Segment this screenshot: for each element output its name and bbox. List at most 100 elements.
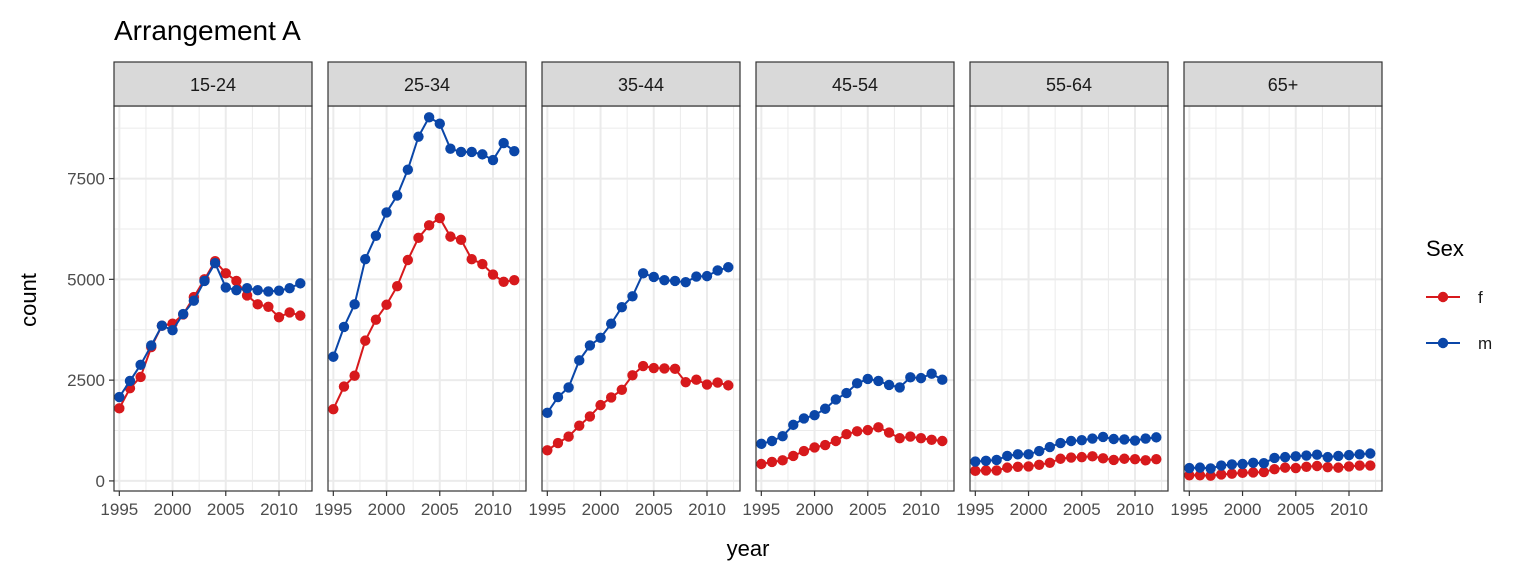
data-point-f <box>445 231 456 242</box>
data-point-m <box>584 340 596 351</box>
data-point-m <box>926 368 937 379</box>
data-point-f <box>830 435 842 447</box>
data-point-m <box>723 262 734 273</box>
data-point-f <box>723 380 734 391</box>
data-point-f <box>1184 470 1195 481</box>
data-point-m <box>1354 449 1365 460</box>
data-point-m <box>873 375 884 387</box>
data-point-m <box>1087 433 1098 444</box>
data-point-m <box>263 286 274 297</box>
data-point-f <box>487 269 499 280</box>
data-point-m <box>862 373 873 385</box>
data-point-f <box>1247 467 1259 478</box>
data-point-f <box>402 254 414 266</box>
data-point-f <box>1055 453 1066 464</box>
data-point-f <box>1097 453 1109 464</box>
data-point-f <box>1140 455 1151 466</box>
x-tick-label: 2010 <box>474 500 512 519</box>
data-point-f <box>788 450 799 462</box>
data-point-m <box>487 154 499 166</box>
data-point-f <box>926 434 937 446</box>
data-point-m <box>1108 433 1119 445</box>
data-point-m <box>1269 452 1280 464</box>
x-tick-label: 2000 <box>796 500 834 519</box>
data-point-f <box>669 363 681 375</box>
data-point-m <box>1151 432 1162 443</box>
data-point-m <box>188 295 200 306</box>
data-point-m <box>627 291 638 302</box>
x-tick-label: 1995 <box>956 500 994 519</box>
data-point-m <box>937 374 948 385</box>
data-point-f <box>1194 470 1206 481</box>
data-point-f <box>455 234 467 246</box>
data-point-f <box>1258 466 1270 478</box>
data-point-m <box>1194 462 1206 473</box>
legend-title: Sex <box>1426 236 1464 261</box>
x-tick-label: 1995 <box>742 500 780 519</box>
x-axis-title: year <box>727 536 770 561</box>
data-point-m <box>455 146 467 158</box>
data-point-m <box>841 387 852 399</box>
data-point-m <box>894 382 905 393</box>
data-point-f <box>1237 467 1248 479</box>
y-tick-label: 0 <box>96 472 105 491</box>
data-point-m <box>209 258 221 269</box>
data-point-f <box>338 381 350 392</box>
data-point-f <box>584 411 596 422</box>
data-point-m <box>1237 458 1248 470</box>
data-point-f <box>616 384 628 396</box>
facet-strip-label: 65+ <box>1268 75 1299 95</box>
facet-panel-6: 65+ 1995 2000 2005 2010 <box>1170 61 1383 519</box>
data-point-m <box>1290 451 1301 462</box>
facet-strip <box>1183 61 1383 107</box>
data-point-f <box>659 363 670 374</box>
legend-key-point <box>1437 291 1449 303</box>
data-point-m <box>1044 441 1056 453</box>
data-point-f <box>360 335 371 346</box>
x-tick-label: 2005 <box>849 500 887 519</box>
data-point-m <box>1023 449 1034 460</box>
x-tick-label: 2010 <box>688 500 726 519</box>
data-point-m <box>605 318 617 329</box>
data-point-m <box>381 207 392 218</box>
data-point-f <box>284 307 295 318</box>
data-point-f <box>423 220 435 231</box>
legend-entry-f: f <box>1426 288 1483 307</box>
data-point-m <box>466 146 477 158</box>
data-point-m <box>114 391 125 403</box>
data-point-m <box>273 285 285 296</box>
data-point-m <box>616 301 628 313</box>
data-point-f <box>1129 453 1141 465</box>
data-point-f <box>1023 461 1034 472</box>
data-point-f <box>1343 461 1355 472</box>
data-point-m <box>177 308 189 320</box>
data-point-m <box>851 378 863 389</box>
data-point-m <box>552 391 564 403</box>
data-point-m <box>980 455 992 466</box>
data-point-m <box>220 282 231 293</box>
data-point-f <box>766 456 778 468</box>
data-point-m <box>1033 445 1045 457</box>
data-point-f <box>1044 457 1056 468</box>
data-point-m <box>1333 450 1344 462</box>
data-point-f <box>1365 460 1376 471</box>
x-tick-label: 1995 <box>100 500 138 519</box>
data-point-m <box>509 145 520 157</box>
data-point-m <box>370 230 382 242</box>
data-point-f <box>231 275 242 287</box>
data-point-f <box>1322 462 1333 473</box>
data-point-f <box>841 428 852 440</box>
data-point-m <box>1065 435 1077 447</box>
data-point-f <box>241 290 253 301</box>
x-tick-label: 2005 <box>207 500 245 519</box>
data-point-f <box>1119 453 1130 464</box>
data-point-f <box>991 465 1002 476</box>
data-point-f <box>273 312 285 323</box>
data-point-f <box>252 299 263 310</box>
data-point-m <box>659 274 670 286</box>
data-point-f <box>809 442 820 453</box>
x-tick-label: 2000 <box>368 500 406 519</box>
data-point-f <box>756 458 767 470</box>
data-point-f <box>328 403 339 415</box>
